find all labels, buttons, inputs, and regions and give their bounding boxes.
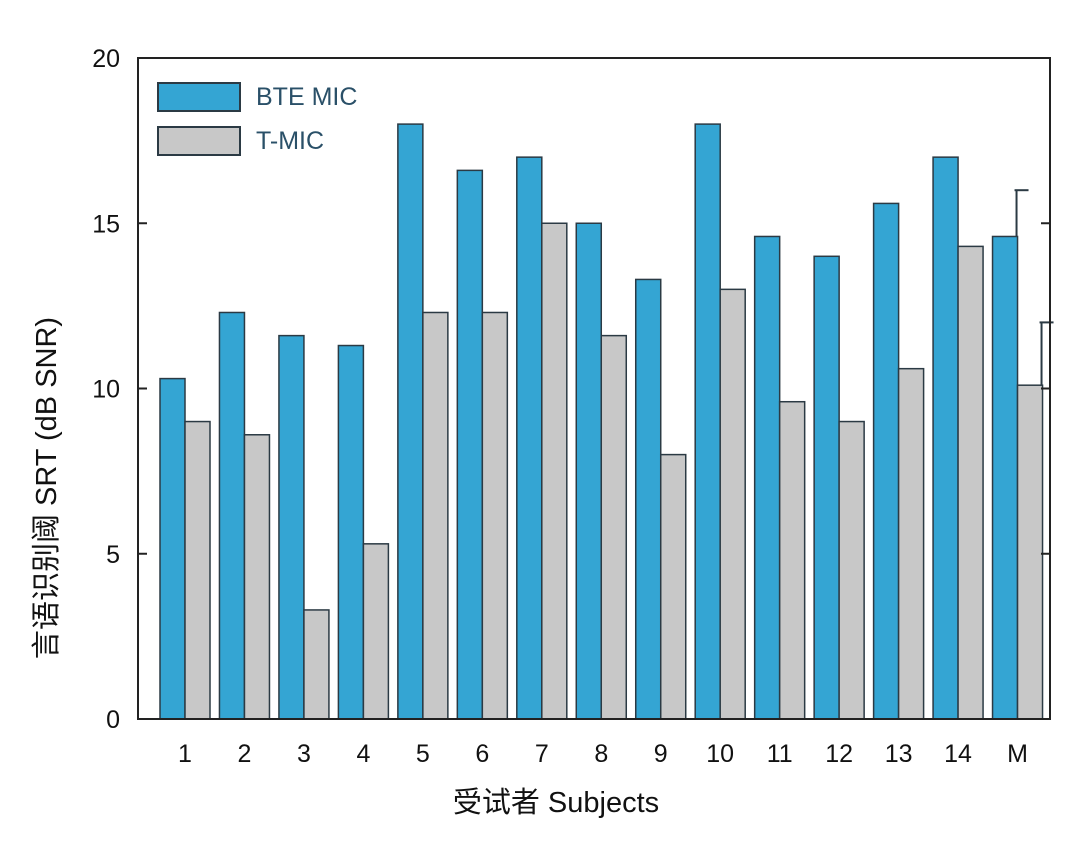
bar-bte-mic-8 (575, 222, 603, 720)
x-tick-label-13: 13 (885, 740, 913, 768)
y-tick-label-10: 10 (92, 376, 120, 404)
x-tick-label-4: 4 (356, 740, 370, 768)
y-axis-title: 言语识别阈 SRT (dB SNR) (30, 317, 63, 659)
bar-bte-mic-10 (694, 123, 721, 720)
bar-t-mic-4 (362, 543, 390, 720)
bar-bte-mic-9 (634, 278, 662, 720)
legend-swatch-t-mic (157, 126, 241, 156)
y-tick-label-0: 0 (106, 706, 120, 734)
bar-t-mic-3 (303, 609, 330, 720)
bar-t-mic-12 (838, 420, 865, 720)
x-tick-label-7: 7 (535, 740, 549, 768)
bar-bte-mic-1 (159, 377, 186, 720)
legend-swatch-bte-mic (157, 82, 241, 112)
bar-t-mic-m (1016, 384, 1044, 720)
bar-bte-mic-5 (397, 123, 424, 720)
bars-layer (159, 123, 1044, 720)
bar-bte-mic-2 (218, 311, 246, 720)
y-tick-label-15: 15 (92, 210, 120, 238)
bar-bte-mic-12 (813, 255, 840, 720)
bar-t-mic-1 (184, 420, 211, 720)
bar-bte-mic-14 (932, 156, 959, 720)
bar-t-mic-10 (719, 288, 746, 720)
x-axis-title: 受试者 Subjects (453, 786, 659, 819)
y-tick-label-5: 5 (106, 541, 120, 569)
x-tick-label-12: 12 (825, 740, 853, 768)
x-tick-label-3: 3 (297, 740, 311, 768)
bar-t-mic-13 (897, 367, 925, 720)
bar-bte-mic-m (991, 235, 1019, 720)
bar-t-mic-8 (600, 334, 628, 720)
bar-t-mic-14 (957, 245, 984, 720)
bar-bte-mic-11 (753, 235, 781, 720)
bar-bte-mic-6 (456, 169, 484, 720)
y-axis: 0 5 10 15 20 (92, 45, 1050, 734)
x-tick-label-2: 2 (238, 740, 252, 768)
bar-bte-mic-7 (516, 156, 543, 720)
x-axis: 1 2 3 4 5 6 7 8 9 10 11 12 13 14 M (178, 740, 1028, 768)
x-tick-label-9: 9 (654, 740, 668, 768)
bar-bte-mic-4 (337, 344, 365, 720)
x-tick-label-14: 14 (944, 740, 972, 768)
bar-t-mic-5 (422, 311, 449, 720)
legend-label-bte-mic: BTE MIC (256, 83, 357, 111)
legend-label-t-mic: T-MIC (256, 127, 324, 155)
bar-bte-mic-13 (872, 202, 900, 720)
bar-t-mic-9 (659, 453, 687, 720)
x-tick-label-m: M (1007, 740, 1028, 768)
x-tick-label-6: 6 (475, 740, 489, 768)
x-tick-label-11: 11 (767, 740, 793, 768)
bar-bte-mic-3 (278, 334, 305, 720)
x-tick-label-1: 1 (178, 740, 192, 768)
bar-t-mic-11 (778, 400, 806, 720)
bar-t-mic-2 (243, 434, 271, 720)
x-tick-label-10: 10 (706, 740, 734, 768)
x-tick-label-8: 8 (594, 740, 608, 768)
x-tick-label-5: 5 (416, 740, 430, 768)
error-bars-layer (1014, 189, 1054, 386)
y-tick-label-20: 20 (92, 45, 120, 73)
bar-t-mic-7 (541, 222, 568, 720)
bar-t-mic-6 (481, 311, 509, 720)
legend: BTE MIC T-MIC (157, 82, 357, 156)
